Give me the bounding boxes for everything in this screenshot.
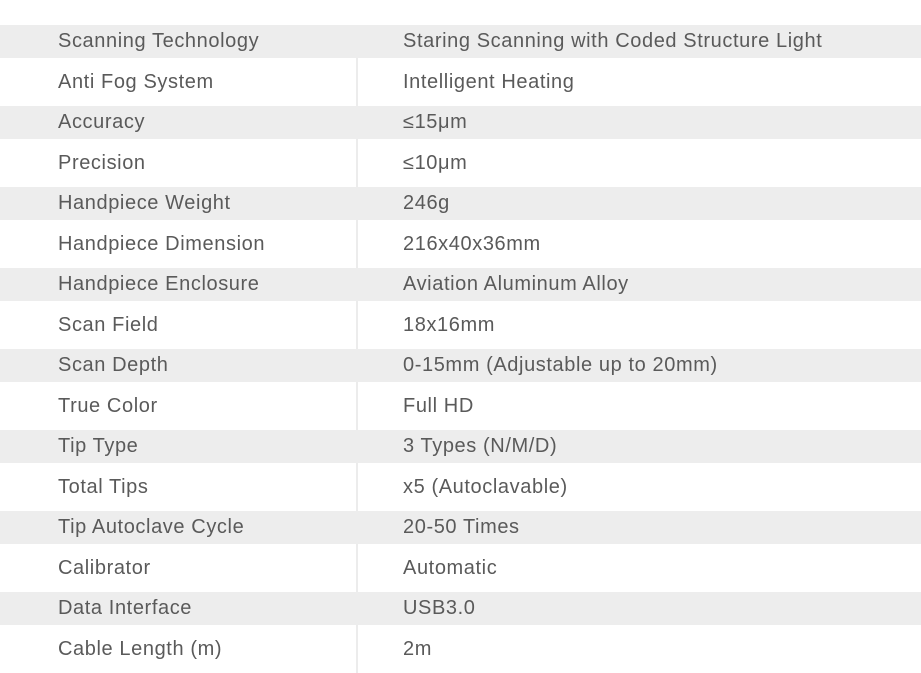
spec-row: Handpiece Enclosure Aviation Aluminum All… <box>0 268 921 301</box>
spec-row: Accuracy ≤15μm <box>0 106 921 139</box>
spec-value: ≤10μm <box>403 151 468 174</box>
spec-table: Scanning Technology Staring Scanning with… <box>0 25 921 673</box>
spec-value: Aviation Aluminum Alloy <box>403 273 629 295</box>
spec-label: True Color <box>58 394 158 417</box>
spec-value: 3 Types (N/M/D) <box>403 435 558 457</box>
spec-value: USB3.0 <box>403 597 476 619</box>
spec-label: Handpiece Dimension <box>58 232 266 255</box>
spec-value: 246g <box>403 192 450 214</box>
spec-value: Staring Scanning with Coded Structure Li… <box>403 30 823 52</box>
spec-value: x5 (Autoclavable) <box>403 475 568 498</box>
spec-value: 2m <box>403 637 432 660</box>
spec-label: Tip Type <box>58 435 139 457</box>
spec-row: Scanning Technology Staring Scanning with… <box>0 25 921 58</box>
spec-value: 0-15mm (Adjustable up to 20mm) <box>403 354 718 376</box>
spec-row: Tip Autoclave Cycle 20-50 Times <box>0 511 921 544</box>
spec-value: 20-50 Times <box>403 516 520 538</box>
spec-row: Scan Depth 0-15mm (Adjustable up to 20mm) <box>0 349 921 382</box>
spec-value: ≤15μm <box>403 111 468 133</box>
spec-label: Cable Length (m) <box>58 637 223 660</box>
spec-label: Data Interface <box>58 597 193 619</box>
spec-label: Handpiece Weight <box>58 192 231 214</box>
spec-row: Scan Field 18x16mm <box>0 301 921 349</box>
spec-row: Cable Length (m) 2m <box>0 625 921 673</box>
spec-label: Scan Depth <box>58 354 169 376</box>
spec-label: Scan Field <box>58 313 159 336</box>
spec-label: Accuracy <box>58 111 146 133</box>
spec-label: Scanning Technology <box>58 30 260 52</box>
spec-label: Calibrator <box>58 556 151 579</box>
spec-value: 18x16mm <box>403 313 496 336</box>
spec-row: Precision ≤10μm <box>0 139 921 187</box>
spec-row: Tip Type 3 Types (N/M/D) <box>0 430 921 463</box>
spec-label: Total Tips <box>58 475 149 498</box>
spec-value: Automatic <box>403 556 498 579</box>
spec-label: Tip Autoclave Cycle <box>58 516 245 538</box>
spec-label: Handpiece Enclosure <box>58 273 260 295</box>
spec-row: Anti Fog System Intelligent Heating <box>0 58 921 106</box>
spec-row: Total Tips x5 (Autoclavable) <box>0 463 921 511</box>
spec-row: True Color Full HD <box>0 382 921 430</box>
spec-value: Full HD <box>403 394 474 417</box>
spec-row: Handpiece Weight 246g <box>0 187 921 220</box>
spec-label: Precision <box>58 151 146 174</box>
spec-value: 216x40x36mm <box>403 232 541 255</box>
spec-row: Data Interface USB3.0 <box>0 592 921 625</box>
spec-value: Intelligent Heating <box>403 70 575 93</box>
spec-label: Anti Fog System <box>58 70 214 93</box>
spec-row: Handpiece Dimension 216x40x36mm <box>0 220 921 268</box>
spec-row: Calibrator Automatic <box>0 544 921 592</box>
